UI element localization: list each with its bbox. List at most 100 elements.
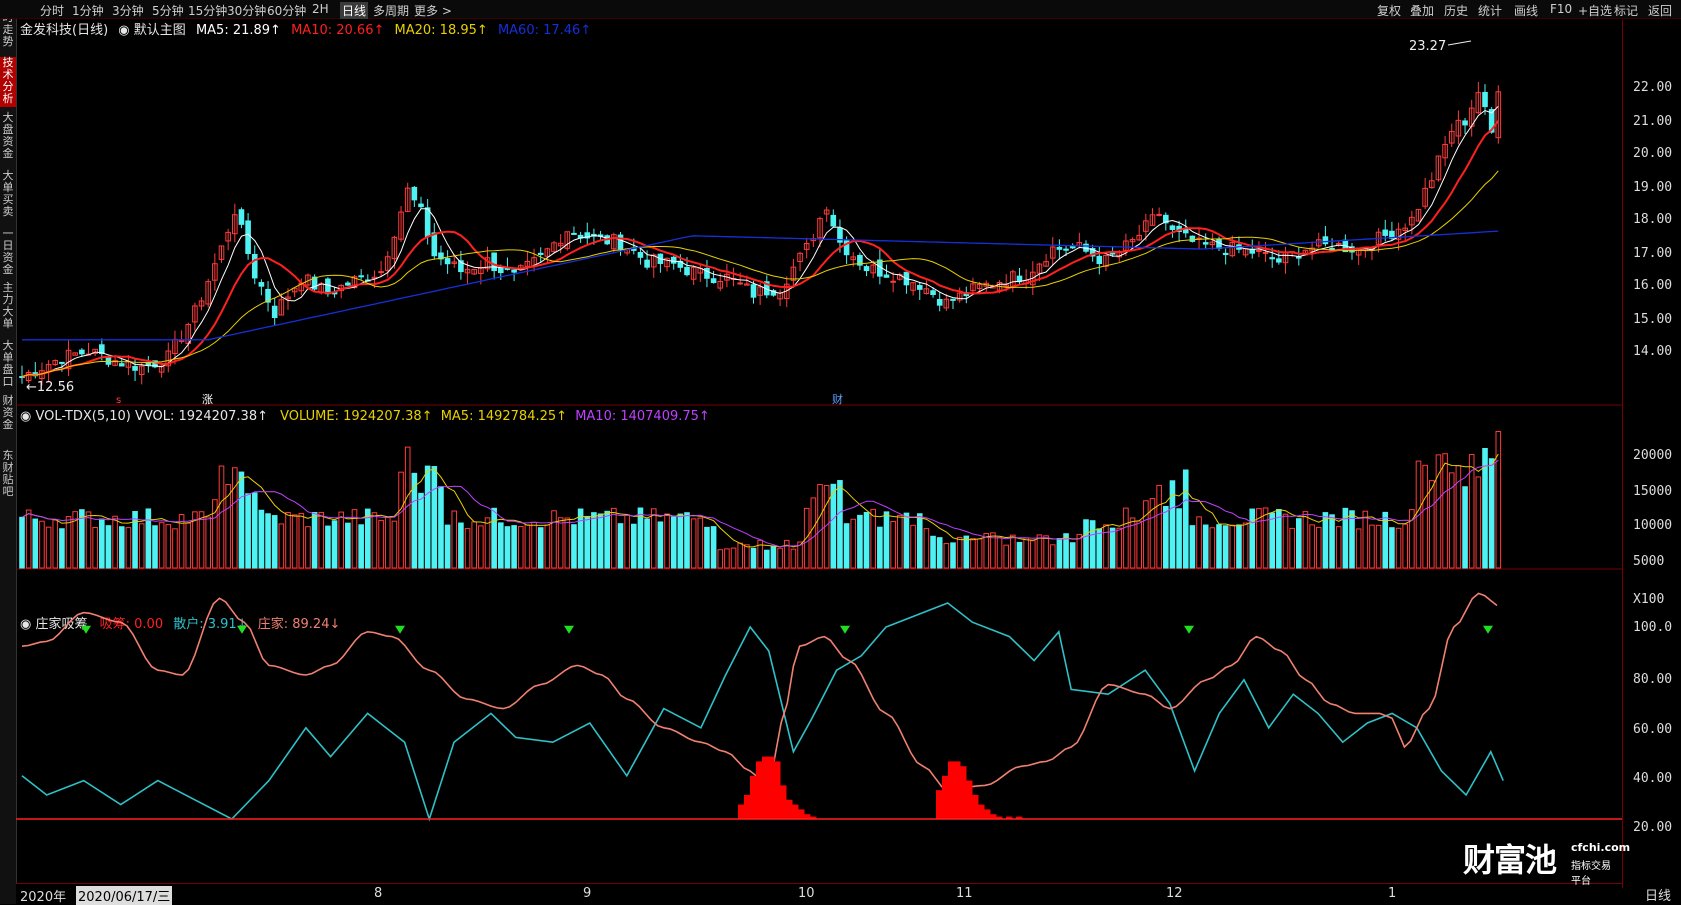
candle-body	[857, 254, 863, 266]
sidebar-item-4[interactable]: 一日资金	[2, 227, 14, 276]
volume-bar	[677, 513, 684, 569]
tool-button-0[interactable]: 复权	[1377, 4, 1402, 18]
price-tick-7: 15.00	[1633, 312, 1673, 327]
chart-area[interactable]: 23.27 ←12.56 财 涨 s	[16, 19, 1622, 883]
volume-bar	[125, 527, 132, 569]
timeframe-tab-10[interactable]: 更多 >	[414, 4, 452, 18]
candle-body	[451, 261, 458, 264]
volume-bar	[132, 511, 138, 569]
volume-panel-legend: ◉ VOL-TDX(5,10) VVOL: 1924207.38↑ VOLUME…	[20, 409, 710, 424]
tool-button-3[interactable]: 统计	[1478, 4, 1503, 18]
candle-body	[537, 252, 544, 255]
volume-indicator-dropdown[interactable]: ◉ VOL-TDX(5,10) VVOL: 1924207.38↑	[20, 409, 268, 424]
timeframe-tab-3[interactable]: 5分钟	[152, 4, 184, 18]
volume-bar	[517, 525, 524, 569]
volume-bar	[105, 525, 112, 569]
timeframe-tab-8[interactable]: 日线	[340, 2, 369, 19]
ind-tick-1: 80.00	[1633, 672, 1673, 687]
sidebar-item-5[interactable]: 主力大单	[2, 281, 14, 330]
xichou-bar	[756, 761, 763, 819]
tool-button-6[interactable]: +自选	[1578, 4, 1613, 18]
volume-bar	[451, 510, 458, 569]
timeframe-tab-5[interactable]: 30分钟	[227, 4, 267, 18]
sidebar-item-7[interactable]: 财资金	[2, 394, 14, 431]
price-tick-8: 14.00	[1633, 344, 1673, 359]
volume-bar	[903, 512, 910, 569]
ma60-label: MA60: 17.46↑	[497, 23, 592, 38]
sanhu-line	[21, 602, 1504, 822]
timeframe-tab-4[interactable]: 15分钟	[188, 4, 228, 18]
vol-tick-0: 20000	[1633, 448, 1673, 463]
sidebar-item-2[interactable]: 大盘资金	[2, 111, 14, 160]
timeframe-tab-9[interactable]: 多周期	[373, 4, 410, 18]
volume-bar	[145, 508, 152, 569]
sidebar-item-6[interactable]: 大单盘口	[2, 339, 14, 388]
xichou-bar	[774, 761, 781, 819]
tool-button-2[interactable]: 历史	[1444, 4, 1469, 18]
xichou-bar	[966, 780, 973, 819]
candle-body	[1429, 180, 1435, 189]
zhuangjia-label: 庄家: 89.24↓	[257, 617, 341, 632]
timeframe-tab-1[interactable]: 1分钟	[72, 4, 104, 18]
vol-tick-2: 10000	[1633, 518, 1673, 533]
sidebar-item-8[interactable]: 东财贴吧	[2, 449, 14, 498]
candle-body	[1156, 213, 1162, 216]
candle-body	[378, 271, 384, 274]
xichou-bar	[1016, 816, 1023, 819]
volume-bar	[1103, 524, 1109, 569]
candle-body	[59, 361, 65, 364]
volume-bar	[604, 510, 611, 569]
tool-button-7[interactable]: 标记	[1614, 4, 1639, 18]
volume-bar	[1335, 526, 1342, 569]
volume-bar	[1229, 524, 1236, 569]
candle-body	[637, 252, 644, 258]
volume-bar	[883, 511, 890, 569]
buy-signal-marker	[1184, 625, 1194, 634]
volume-bar	[850, 518, 857, 569]
volume-bar	[1030, 540, 1036, 569]
timeframe-tab-6[interactable]: 60分钟	[267, 4, 307, 18]
candle-body	[238, 209, 245, 225]
volume-bar	[1375, 524, 1382, 569]
volume-bar	[1442, 453, 1448, 569]
volume-bar	[956, 536, 963, 569]
tool-button-4[interactable]: 画线	[1514, 4, 1539, 18]
xichou-bar	[780, 785, 787, 819]
sidebar-item-3[interactable]: 大单买卖	[2, 169, 14, 218]
ma5-label: MA5: 21.89↑	[195, 23, 281, 38]
xichou-bar	[960, 766, 967, 819]
timeframe-tab-2[interactable]: 3分钟	[112, 4, 144, 18]
tool-button-8[interactable]: 返回	[1648, 4, 1673, 18]
volume-bar	[265, 513, 271, 569]
volume-bar	[1096, 528, 1103, 569]
tool-button-5[interactable]: F10	[1550, 2, 1573, 16]
timeframe-tab-0[interactable]: 分时	[40, 4, 65, 18]
volume-bar	[1169, 480, 1176, 569]
sanhu-label: 散户: 3.91↓	[173, 617, 248, 632]
volume-bar	[1116, 527, 1123, 569]
indicator-dropdown[interactable]: ◉ 庄家吸筹	[20, 617, 88, 632]
volume-bar	[783, 539, 790, 569]
tool-button-1[interactable]: 叠加	[1410, 4, 1435, 18]
volume-bar	[351, 509, 358, 569]
candle-body	[1163, 214, 1169, 224]
volume-bar	[1468, 454, 1475, 569]
candle-body	[1422, 187, 1428, 207]
candle-body	[611, 234, 617, 250]
candle-body	[411, 186, 418, 201]
timeframe-tab-7[interactable]: 2H	[312, 2, 329, 16]
month-tick-1: 9	[583, 886, 592, 901]
candle-body	[950, 298, 956, 301]
volume-bar	[1249, 508, 1256, 569]
sidebar: 分时走势技术分析大盘资金大单买卖一日资金主力大单大单盘口财资金东财贴吧	[0, 0, 17, 904]
volume-bar	[1202, 524, 1209, 569]
candle-body	[1063, 248, 1069, 251]
volume-bar	[25, 509, 32, 569]
volume-bar	[1036, 534, 1043, 569]
candle-body	[1036, 263, 1043, 274]
template-dropdown[interactable]: ◉ 默认主图	[118, 23, 186, 38]
volume-bar	[251, 492, 258, 569]
xichou-bar	[792, 804, 799, 819]
candle-body	[404, 187, 411, 212]
sidebar-item-1[interactable]: 技术分析	[0, 57, 16, 107]
